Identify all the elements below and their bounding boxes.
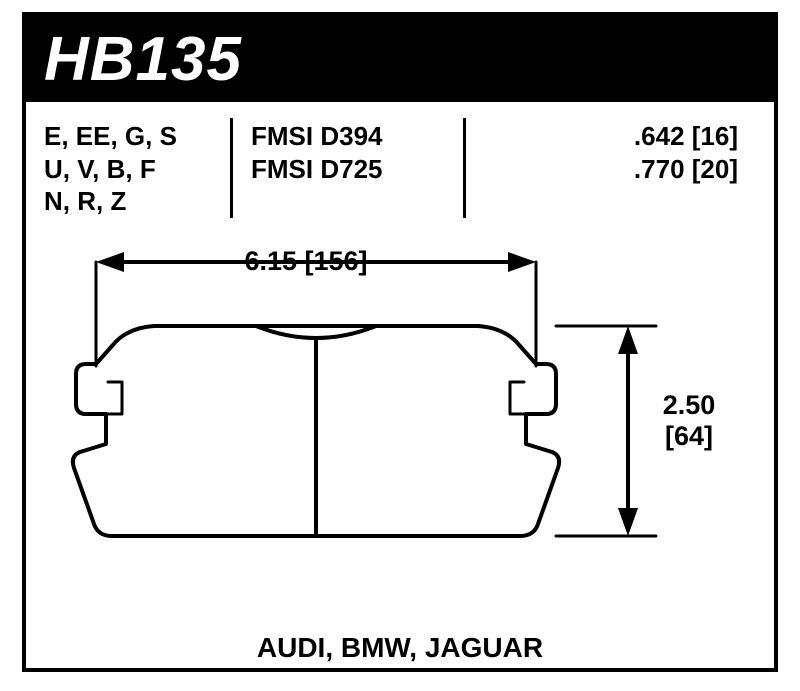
compound-codes-column: E, EE, G, S U, V, B, F N, R, Z — [26, 114, 230, 226]
thickness-line: .642 [16] — [484, 120, 738, 153]
arrowhead-right-icon — [508, 252, 536, 272]
arrowhead-down-icon — [618, 508, 638, 536]
thickness-column: .642 [16] .770 [20] — [466, 114, 774, 226]
codes-line: E, EE, G, S — [44, 120, 212, 153]
pad-right-tab-inner — [510, 382, 526, 414]
arrowhead-up-icon — [618, 326, 638, 354]
codes-line: N, R, Z — [44, 185, 212, 218]
fmsi-line: FMSI D394 — [251, 120, 445, 153]
codes-line: U, V, B, F — [44, 153, 212, 186]
pad-left-tab-inner — [106, 382, 122, 414]
brake-pad-diagram — [26, 226, 774, 626]
part-number: HB135 — [44, 24, 242, 95]
applications-label: AUDI, BMW, JAGUAR — [26, 632, 774, 668]
diagram-area: 6.15 [156] 2.50 [64] — [26, 226, 774, 646]
fmsi-line: FMSI D725 — [251, 153, 445, 186]
thickness-line: .770 [20] — [484, 153, 738, 186]
arrowhead-left-icon — [96, 252, 124, 272]
fmsi-column: FMSI D394 FMSI D725 — [233, 114, 463, 226]
header-band: HB135 — [26, 16, 774, 102]
spec-card: HB135 E, EE, G, S U, V, B, F N, R, Z FMS… — [22, 12, 778, 672]
specs-row: E, EE, G, S U, V, B, F N, R, Z FMSI D394… — [26, 114, 774, 226]
